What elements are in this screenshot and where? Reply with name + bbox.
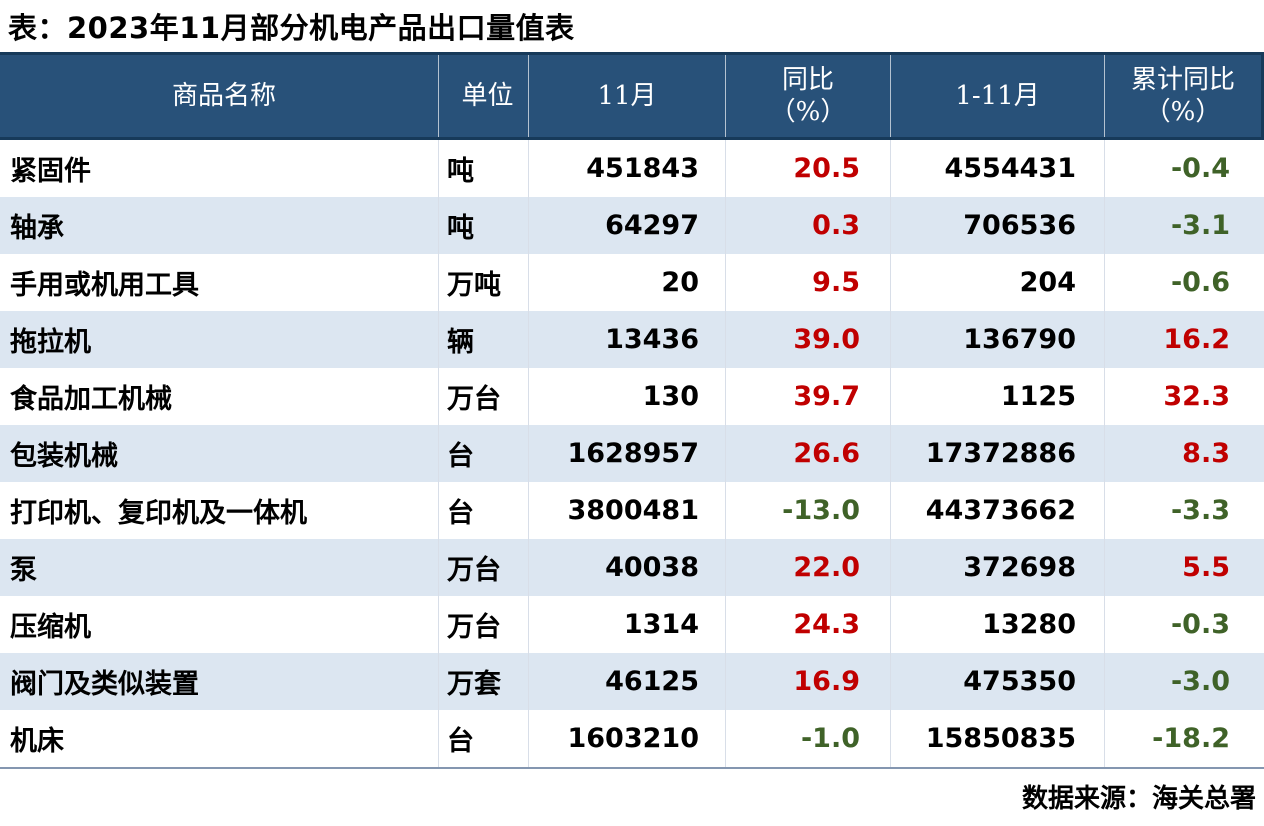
header-cell-november: 11月 [528,55,725,137]
nov-value-cell: 20 [528,254,725,311]
table-body: 紧固件 吨 451843 20.5 4554431 -0.4 轴承 吨 6429… [0,140,1264,767]
unit-cell: 万台 [438,596,528,653]
unit-cell: 万吨 [438,254,528,311]
unit-cell: 吨 [438,197,528,254]
cumulative-yoy-cell: 16.2 [1104,311,1264,368]
jan-nov-value-cell: 4554431 [890,140,1104,197]
table-row: 泵 万台 40038 22.0 372698 5.5 [0,539,1264,596]
nov-value-cell: 130 [528,368,725,425]
header-sublabel: （%） [769,97,847,127]
yoy-cell: 39.0 [725,311,890,368]
jan-nov-value-cell: 1125 [890,368,1104,425]
jan-nov-value-cell: 475350 [890,653,1104,710]
jan-nov-value-cell: 13280 [890,596,1104,653]
nov-value-cell: 1628957 [528,425,725,482]
header-cell-jan-nov: 1-11月 [890,55,1104,137]
cumulative-yoy-cell: -0.3 [1104,596,1264,653]
table-row: 阀门及类似装置 万套 46125 16.9 475350 -3.0 [0,653,1264,710]
yoy-cell: -1.0 [725,710,890,767]
nov-value-cell: 451843 [528,140,725,197]
nov-value-cell: 46125 [528,653,725,710]
unit-cell: 辆 [438,311,528,368]
cumulative-yoy-cell: 32.3 [1104,368,1264,425]
unit-cell: 台 [438,482,528,539]
jan-nov-value-cell: 136790 [890,311,1104,368]
unit-cell: 万台 [438,368,528,425]
header-label: 同比 [781,64,834,95]
jan-nov-value-cell: 15850835 [890,710,1104,767]
nov-value-cell: 13436 [528,311,725,368]
yoy-cell: 16.9 [725,653,890,710]
jan-nov-value-cell: 204 [890,254,1104,311]
page-title: 表：2023年11月部分机电产品出口量值表 [8,11,575,45]
nov-value-cell: 3800481 [528,482,725,539]
product-name-cell: 机床 [10,726,64,757]
jan-nov-value-cell: 44373662 [890,482,1104,539]
table-row: 机床 台 1603210 -1.0 15850835 -18.2 [0,710,1264,767]
nov-value-cell: 1603210 [528,710,725,767]
header-label: 累计同比 [1130,64,1235,95]
header-cell-cumulative-yoy: 累计同比 （%） [1104,55,1261,137]
product-name-cell: 紧固件 [10,156,91,187]
cumulative-yoy-cell: 8.3 [1104,425,1264,482]
cumulative-yoy-cell: -0.4 [1104,140,1264,197]
yoy-cell: 24.3 [725,596,890,653]
product-name-cell: 拖拉机 [10,327,91,358]
table-bottom-border [0,767,1264,769]
unit-cell: 万台 [438,539,528,596]
yoy-cell: 20.5 [725,140,890,197]
yoy-cell: 26.6 [725,425,890,482]
data-source-note: 数据来源：海关总署 [1021,784,1256,814]
table-row: 压缩机 万台 1314 24.3 13280 -0.3 [0,596,1264,653]
unit-cell: 台 [438,710,528,767]
unit-cell: 万套 [438,653,528,710]
yoy-cell: 9.5 [725,254,890,311]
cumulative-yoy-cell: -3.0 [1104,653,1264,710]
cumulative-yoy-cell: -3.3 [1104,482,1264,539]
product-name-cell: 打印机、复印机及一体机 [10,498,307,529]
yoy-cell: -13.0 [725,482,890,539]
table-header-row: 商品名称 单位 11月 同比 （%） 1-11月 累计同比 （%） [0,52,1264,140]
table-row: 打印机、复印机及一体机 台 3800481 -13.0 44373662 -3.… [0,482,1264,539]
table-row: 紧固件 吨 451843 20.5 4554431 -0.4 [0,140,1264,197]
cumulative-yoy-cell: 5.5 [1104,539,1264,596]
header-label: 单位 [461,80,514,111]
unit-cell: 台 [438,425,528,482]
header-cell-yoy: 同比 （%） [725,55,890,137]
table-row: 拖拉机 辆 13436 39.0 136790 16.2 [0,311,1264,368]
header-label: 商品名称 [171,80,276,111]
cumulative-yoy-cell: -3.1 [1104,197,1264,254]
yoy-cell: 22.0 [725,539,890,596]
cumulative-yoy-cell: -18.2 [1104,710,1264,767]
header-cell-unit: 单位 [438,55,528,137]
product-name-cell: 泵 [10,555,37,586]
table-row: 手用或机用工具 万吨 20 9.5 204 -0.6 [0,254,1264,311]
table-row: 食品加工机械 万台 130 39.7 1125 32.3 [0,368,1264,425]
unit-cell: 吨 [438,140,528,197]
table-row: 轴承 吨 64297 0.3 706536 -3.1 [0,197,1264,254]
product-name-cell: 轴承 [10,213,64,244]
header-label: 1-11月 [955,80,1040,111]
table-row: 包装机械 台 1628957 26.6 17372886 8.3 [0,425,1264,482]
yoy-cell: 39.7 [725,368,890,425]
header-label: 11月 [597,80,657,111]
product-name-cell: 包装机械 [10,441,118,472]
jan-nov-value-cell: 372698 [890,539,1104,596]
product-name-cell: 压缩机 [10,612,91,643]
product-name-cell: 阀门及类似装置 [10,669,199,700]
header-cell-product-name: 商品名称 [0,55,438,137]
header-sublabel: （%） [1144,97,1222,127]
product-name-cell: 食品加工机械 [10,384,172,415]
nov-value-cell: 1314 [528,596,725,653]
product-name-cell: 手用或机用工具 [10,270,199,301]
yoy-cell: 0.3 [725,197,890,254]
nov-value-cell: 64297 [528,197,725,254]
jan-nov-value-cell: 17372886 [890,425,1104,482]
nov-value-cell: 40038 [528,539,725,596]
cumulative-yoy-cell: -0.6 [1104,254,1264,311]
jan-nov-value-cell: 706536 [890,197,1104,254]
